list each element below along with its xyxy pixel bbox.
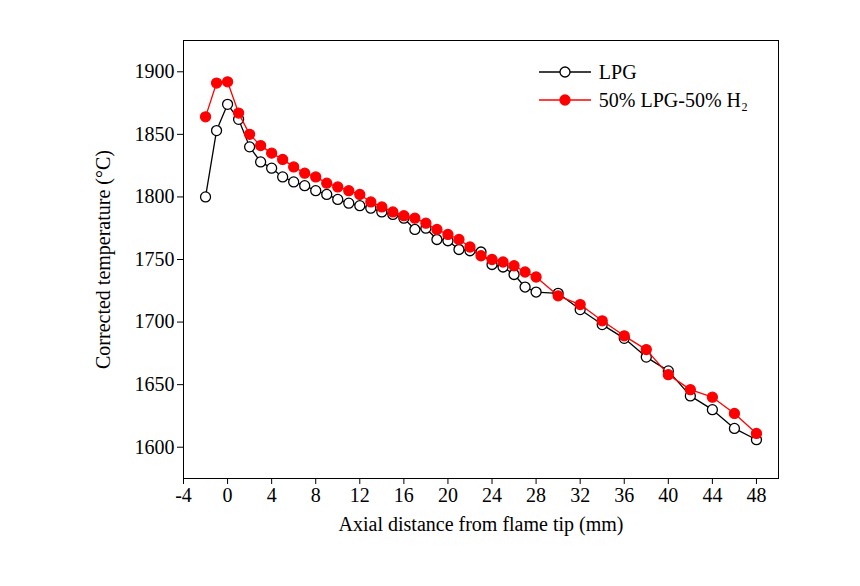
svg-text:Corrected temperature (°C): Corrected temperature (°C) <box>92 150 115 369</box>
svg-text:24: 24 <box>482 484 502 506</box>
svg-text:1900: 1900 <box>135 60 175 82</box>
svg-text:12: 12 <box>350 484 370 506</box>
svg-text:1750: 1750 <box>135 248 175 270</box>
svg-text:1700: 1700 <box>135 310 175 332</box>
svg-text:-4: -4 <box>175 484 192 506</box>
svg-text:44: 44 <box>702 484 722 506</box>
svg-text:16: 16 <box>394 484 414 506</box>
svg-text:1800: 1800 <box>135 185 175 207</box>
svg-text:0: 0 <box>223 484 233 506</box>
html-text:50% LPG-50% H₂: 50% LPG-50% H₂ <box>598 88 748 111</box>
html-text:LPG: LPG <box>598 60 637 83</box>
svg-text:Axial distance from flame tip: Axial distance from flame tip (mm) <box>339 513 624 536</box>
svg-text:1600: 1600 <box>135 436 175 458</box>
svg-text:20: 20 <box>438 484 458 506</box>
svg-text:1650: 1650 <box>135 373 175 395</box>
svg-text:40: 40 <box>658 484 678 506</box>
svg-text:1850: 1850 <box>135 123 175 145</box>
svg-text:36: 36 <box>614 484 634 506</box>
svg-text:4: 4 <box>267 484 277 506</box>
svg-text:28: 28 <box>526 484 546 506</box>
svg-text:8: 8 <box>311 484 321 506</box>
svg-text:48: 48 <box>746 484 766 506</box>
svg-text:32: 32 <box>570 484 590 506</box>
